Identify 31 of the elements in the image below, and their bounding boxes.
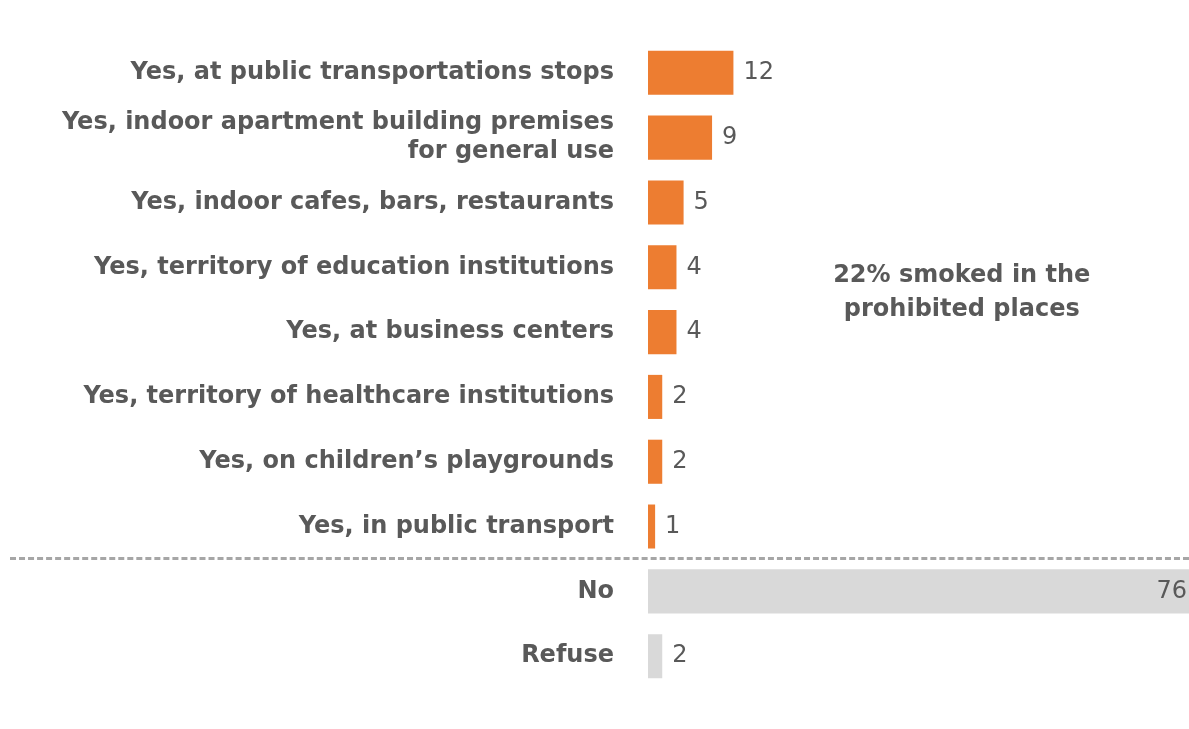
bar: [648, 504, 656, 549]
data-label: 2: [672, 640, 688, 669]
data-label: 5: [693, 186, 709, 215]
bar: [648, 374, 663, 419]
bar: [648, 245, 677, 290]
data-label: 4: [686, 251, 702, 280]
annotation: 22% smoked in the prohibited places: [833, 260, 1091, 323]
data-label: 1: [665, 510, 681, 539]
y-tick-label: Yes, territory of education institutions: [93, 251, 614, 280]
bar: [648, 50, 734, 95]
y-tick-label: Yes, in public transport: [297, 510, 614, 539]
bar: [648, 115, 713, 160]
y-tick-label: Yes, territory of healthcare institutions: [82, 381, 614, 410]
data-label: 2: [672, 381, 688, 410]
bar: [648, 439, 663, 484]
y-tick-label: Yes, indoor apartment building premises for general use: [60, 107, 614, 165]
data-label: 76: [1156, 575, 1187, 604]
bar: [648, 180, 684, 225]
data-label: 2: [672, 445, 688, 474]
y-tick-label: Yes, at public transportations stops: [129, 57, 614, 86]
bar: [648, 634, 663, 679]
data-label: 9: [722, 121, 738, 150]
y-tick-label: Refuse: [521, 640, 614, 669]
bar: [648, 310, 677, 355]
y-tick-label: No: [577, 575, 614, 604]
y-tick-label: Yes, at business centers: [285, 316, 614, 345]
y-tick-label: Yes, on children’s playgrounds: [198, 445, 614, 474]
data-label: 4: [686, 316, 702, 345]
bar: [648, 569, 1189, 614]
data-label: 12: [743, 57, 774, 86]
y-tick-label: Yes, indoor cafes, bars, restaurants: [130, 186, 614, 215]
